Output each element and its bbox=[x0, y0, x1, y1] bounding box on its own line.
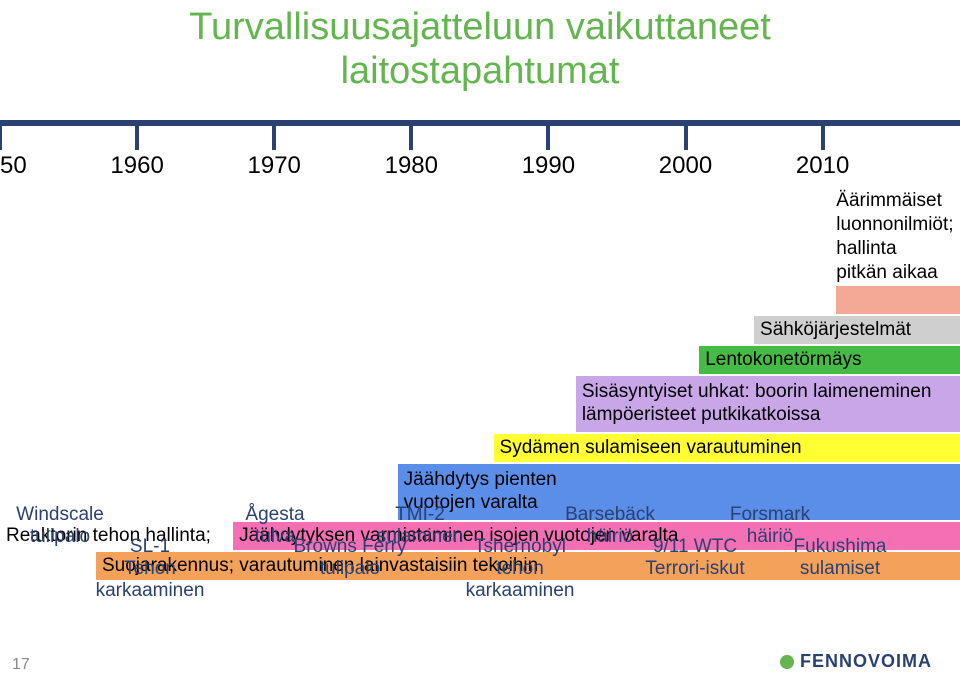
bar-label-line: Sisäsyntyiset uhkat: boorin laimeneminen bbox=[582, 381, 932, 404]
event-line: Tehon bbox=[96, 558, 205, 580]
event-line: sulamiset bbox=[794, 558, 887, 580]
timeline-bar: Sisäsyntyiset uhkat: boorin laimeneminen… bbox=[576, 376, 960, 432]
event-line: Forsmark bbox=[730, 504, 810, 526]
bar-label-line: lämpöeristeet putkikatkoissa bbox=[582, 404, 821, 427]
timeline-bar bbox=[836, 286, 959, 314]
timeline-event: Browns Ferrytulipalo bbox=[294, 536, 407, 580]
bar-label-line: Jäähdytys pienten bbox=[404, 469, 557, 492]
logo-text: FENNOVOIMA bbox=[800, 651, 932, 672]
event-line: Terrori-iskut bbox=[645, 558, 744, 580]
timeline-tick-label: 1980 bbox=[385, 152, 438, 180]
title-line-1: Turvallisuusajatteluun vaikuttaneet bbox=[189, 6, 771, 48]
timeline-tick bbox=[272, 120, 276, 150]
event-line: tulipalo bbox=[16, 526, 104, 548]
logo-dot-icon bbox=[780, 655, 794, 669]
bar-label: Sähköjärjestelmät bbox=[760, 319, 911, 341]
timeline-event: 9/11 WTCTerrori-iskut bbox=[645, 536, 744, 580]
bar-label-line: Äärimmäiset bbox=[836, 190, 942, 212]
timeline-tick-label: 1970 bbox=[247, 152, 300, 180]
event-line: Windscale bbox=[16, 504, 104, 526]
timeline-bar: Lentokonetörmäys bbox=[699, 346, 959, 374]
timeline-bar: Sydämen sulamiseen varautuminen bbox=[494, 434, 960, 462]
bar-label-line: pitkän aikaa bbox=[836, 262, 937, 284]
event-line: karkaaminen bbox=[96, 580, 205, 602]
timeline-axis bbox=[0, 120, 960, 126]
bar-label-line: luonnonilmiöt; bbox=[836, 214, 953, 236]
timeline: 1950196019701980199020002010 bbox=[0, 108, 960, 168]
fennovoima-logo: FENNOVOIMA bbox=[780, 651, 932, 672]
events-area: WindscaletulipaloÅgestatulvaTMI-2sulamin… bbox=[0, 504, 960, 664]
timeline-tick bbox=[546, 120, 550, 150]
timeline-tick-label: 2000 bbox=[659, 152, 712, 180]
timeline-tick-label: 2010 bbox=[796, 152, 849, 180]
timeline-event: Windscaletulipalo bbox=[16, 504, 104, 548]
event-line: tulipalo bbox=[294, 558, 407, 580]
timeline-tick bbox=[409, 120, 413, 150]
bar-label-line: hallinta bbox=[836, 238, 896, 260]
timeline-event: Fukushimasulamiset bbox=[794, 536, 887, 580]
page-title: Turvallisuusajatteluun vaikuttaneet lait… bbox=[0, 0, 960, 93]
timeline-tick bbox=[684, 120, 688, 150]
timeline-tick-label: 1950 bbox=[0, 152, 27, 180]
timeline-event: SL-1Tehonkarkaaminen bbox=[96, 536, 205, 602]
page-number: 17 bbox=[12, 656, 30, 674]
event-line: Ågesta bbox=[245, 504, 304, 526]
timeline-tick-label: 1960 bbox=[110, 152, 163, 180]
event-line: karkaaminen bbox=[466, 580, 575, 602]
timeline-tick-label: 1990 bbox=[522, 152, 575, 180]
event-line: 9/11 WTC bbox=[645, 536, 744, 558]
title-line-2: laitostapahtumat bbox=[341, 50, 620, 92]
timeline-event: Tshernobyltehonkarkaaminen bbox=[466, 536, 575, 602]
event-line: SL-1 bbox=[96, 536, 205, 558]
event-line: tehon bbox=[466, 558, 575, 580]
event-line: Barsebäck bbox=[565, 504, 655, 526]
timeline-tick bbox=[821, 120, 825, 150]
bar-label: Lentokonetörmäys bbox=[705, 349, 861, 371]
timeline-bar: Sähköjärjestelmät bbox=[754, 316, 960, 344]
event-line: Fukushima bbox=[794, 536, 887, 558]
event-line: TMI-2 bbox=[377, 504, 464, 526]
timeline-tick bbox=[0, 120, 2, 150]
timeline-event: Barsebäckhäiriö bbox=[565, 504, 655, 548]
timeline-tick bbox=[135, 120, 139, 150]
event-line: Browns Ferry bbox=[294, 536, 407, 558]
event-line: häiriö bbox=[565, 526, 655, 548]
bar-label: Sydämen sulamiseen varautuminen bbox=[500, 437, 802, 459]
event-line: Tshernobyl bbox=[466, 536, 575, 558]
